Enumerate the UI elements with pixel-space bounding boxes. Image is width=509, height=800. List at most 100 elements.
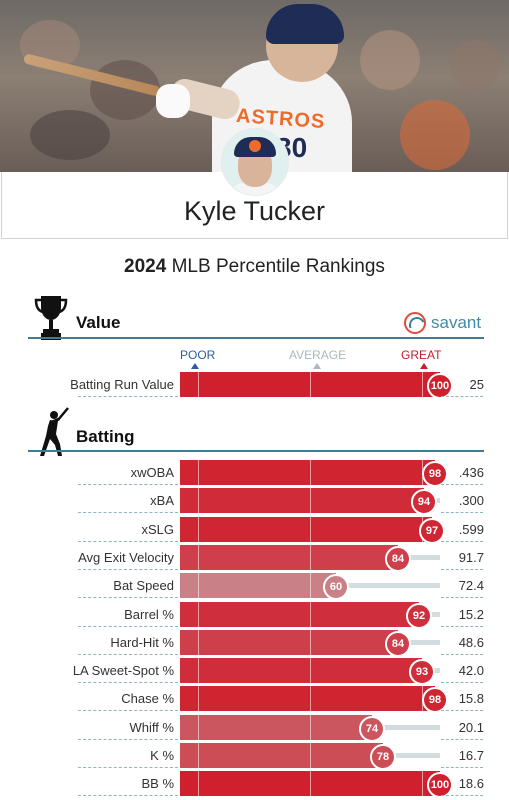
metric-value: .599	[458, 521, 484, 537]
metric-value: 16.7	[458, 748, 484, 763]
scale-guide-line	[310, 488, 311, 514]
percentile-row[interactable]: Hard-Hit % 84 48.6	[0, 629, 509, 657]
section-divider-batting	[28, 450, 484, 452]
percentile-bar	[180, 658, 422, 684]
row-divider	[78, 710, 178, 712]
scale-guide-line	[198, 573, 199, 599]
scale-guide-line	[422, 771, 423, 797]
title-text: MLB Percentile Rankings	[171, 256, 385, 277]
percentile-badge: 74	[359, 715, 385, 742]
percentile-badge: 98	[422, 687, 448, 714]
percentile-badge: 84	[385, 630, 411, 657]
percentile-badge: 84	[385, 545, 411, 572]
metric-label: Chase %	[121, 691, 174, 707]
row-divider	[78, 568, 178, 570]
scale-great-label: GREAT	[401, 348, 442, 362]
row-divider	[78, 512, 178, 514]
row-divider	[78, 738, 178, 740]
percentile-row[interactable]: Barrel % 92 15.2	[0, 601, 509, 629]
scale-guide-line	[198, 658, 199, 684]
metric-value: 18.6	[458, 776, 484, 792]
metric-value: 48.6	[458, 634, 484, 650]
row-divider	[441, 653, 483, 655]
scale-poor-label: POOR	[180, 348, 216, 362]
scale-poor-marker-icon	[191, 363, 199, 369]
percentile-row[interactable]: Batting Run Value 100 25	[0, 371, 509, 399]
scale-average-label: AVERAGE	[289, 348, 347, 362]
percentile-row[interactable]: K % 78 16.7	[0, 742, 509, 770]
scale-guide-line	[198, 686, 199, 712]
percentile-badge: 100	[427, 373, 453, 399]
title-year: 2024	[124, 256, 167, 277]
scale-guide-line	[198, 488, 199, 514]
row-divider	[441, 512, 483, 514]
percentile-bar	[180, 714, 372, 740]
row-divider	[78, 795, 178, 797]
metric-value: 25	[469, 377, 484, 392]
page-title: 2024 MLB Percentile Rankings	[0, 256, 509, 278]
scale-guide-line	[422, 372, 423, 397]
metric-label: Whiff %	[129, 719, 174, 735]
scale-guide-line	[310, 573, 311, 599]
scale-guide-line	[310, 686, 311, 712]
scale-guide-line	[198, 516, 199, 542]
scale-guide-line	[310, 516, 311, 542]
percentile-row[interactable]: Bat Speed 60 72.4	[0, 572, 509, 601]
scale-guide-line	[198, 460, 199, 485]
metric-value: 91.7	[458, 549, 484, 565]
row-divider	[78, 396, 178, 397]
percentile-bar	[180, 573, 336, 599]
percentile-badge: 93	[409, 659, 435, 686]
metric-label: xSLG	[141, 521, 174, 537]
percentile-row[interactable]: BB % 100 18.6	[0, 770, 509, 799]
percentile-row[interactable]: Avg Exit Velocity 84 91.7	[0, 544, 509, 572]
percentile-bar	[180, 743, 383, 768]
scale-average-marker-icon	[313, 363, 321, 369]
scale-guide-line	[310, 544, 311, 570]
scale-guide-line	[310, 771, 311, 797]
metric-value: 42.0	[458, 663, 484, 679]
row-divider	[441, 738, 483, 740]
percentile-row[interactable]: Chase % 98 15.8	[0, 685, 509, 714]
percentile-bar	[180, 544, 398, 570]
metric-label: xBA	[150, 493, 174, 509]
row-divider	[441, 597, 483, 599]
row-divider	[78, 682, 178, 684]
row-divider	[78, 767, 178, 768]
row-divider	[78, 653, 178, 655]
row-divider	[441, 396, 483, 397]
player-avatar	[221, 128, 289, 196]
row-divider	[441, 625, 483, 627]
row-divider	[78, 597, 178, 599]
scale-guide-line	[310, 743, 311, 768]
row-divider	[78, 540, 178, 542]
percentile-badge: 78	[370, 744, 396, 770]
scale-guide-line	[198, 601, 199, 627]
savant-logo[interactable]: savant	[404, 312, 481, 334]
percentile-row[interactable]: xSLG 97 .599	[0, 516, 509, 544]
row-divider	[78, 625, 178, 627]
scale-guide-line	[310, 372, 311, 397]
metric-value: 72.4	[458, 578, 484, 594]
percentile-row[interactable]: xwOBA 98 .436	[0, 459, 509, 487]
metric-value: 15.2	[458, 606, 484, 622]
metric-label: K %	[150, 748, 174, 763]
metric-label: Avg Exit Velocity	[78, 549, 174, 565]
percentile-bar	[180, 460, 435, 485]
row-divider	[78, 484, 178, 485]
row-divider	[441, 568, 483, 570]
scale-guide-line	[198, 629, 199, 655]
section-divider-value	[28, 337, 484, 339]
batter-icon	[40, 407, 69, 456]
scale-guide-line	[310, 714, 311, 740]
metric-label: xwOBA	[130, 465, 174, 480]
scale-guide-line	[310, 658, 311, 684]
scale-guide-line	[310, 601, 311, 627]
metric-label: Bat Speed	[113, 578, 174, 594]
metric-value: 20.1	[458, 719, 484, 735]
metric-value: .436	[458, 465, 484, 480]
percentile-row[interactable]: xBA 94 .300	[0, 487, 509, 516]
percentile-row[interactable]: Whiff % 74 20.1	[0, 714, 509, 742]
percentile-row[interactable]: LA Sweet-Spot % 93 42.0	[0, 657, 509, 686]
scale-guide-line	[198, 544, 199, 570]
